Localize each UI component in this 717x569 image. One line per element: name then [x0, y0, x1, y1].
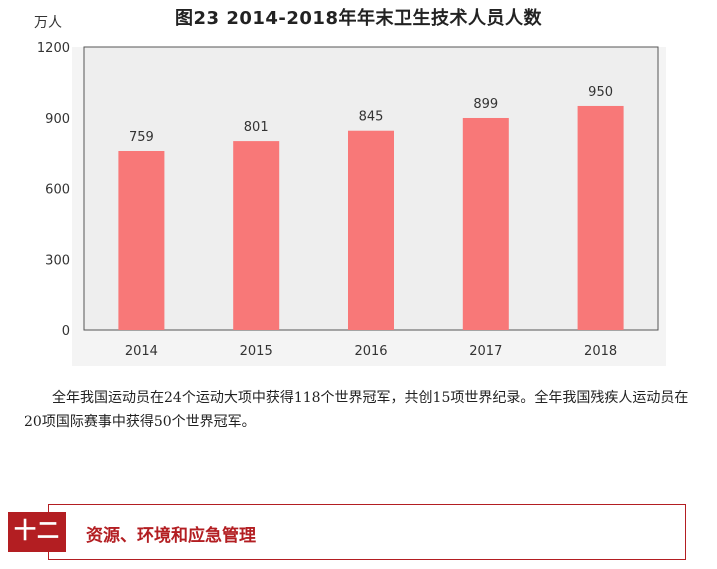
bar-value-label: 759	[129, 130, 154, 145]
bar	[118, 151, 165, 330]
x-tick-label: 2016	[354, 344, 387, 359]
bar	[577, 105, 624, 330]
y-tick-label: 1200	[37, 41, 70, 56]
y-tick-label: 600	[45, 183, 70, 198]
bar-value-label: 801	[244, 120, 269, 135]
y-tick-label: 900	[45, 112, 70, 127]
y-axis-unit-label: 万人	[34, 15, 62, 31]
bar-value-label: 899	[473, 97, 498, 112]
bar	[233, 141, 280, 330]
y-tick-label: 0	[62, 324, 70, 339]
chart-container: 0 300 600 900 1200 759 2014 801 2015 845 2016 899 20…	[34, 8, 666, 366]
x-tick-label: 2015	[240, 344, 273, 359]
y-tick-label: 300	[45, 253, 70, 268]
x-tick-label: 2018	[584, 344, 617, 359]
bar-value-label: 950	[588, 85, 613, 100]
bar	[348, 130, 394, 330]
body-paragraph: 全年我国运动员在24个运动大项中获得118个世界冠军，共创15项世界纪录。全年我…	[24, 390, 689, 430]
section-title: 资源、环境和应急管理	[86, 526, 256, 546]
bar-chart: 0 300 600 900 1200 759 2014 801 2015 845 2016 899 20…	[37, 41, 666, 366]
section-header-box	[48, 504, 686, 560]
chart-title: 图23 2014-2018年年末卫生技术人员人数	[175, 8, 542, 29]
x-tick-label: 2014	[125, 344, 158, 359]
bar-value-label: 845	[359, 110, 384, 125]
bar	[462, 117, 509, 330]
section-number-badge: 十二	[8, 512, 66, 552]
x-tick-label: 2017	[469, 344, 502, 359]
